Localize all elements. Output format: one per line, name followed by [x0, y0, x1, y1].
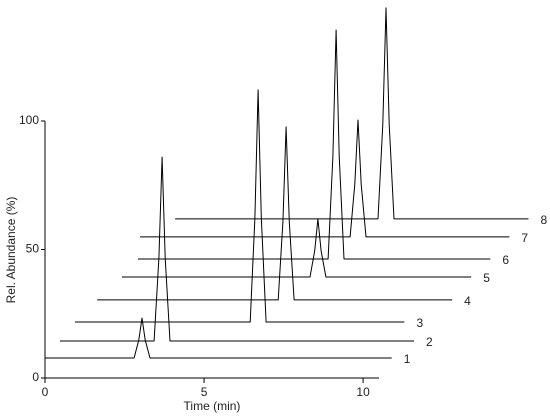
trace [140, 119, 510, 238]
trace-label: 3 [416, 316, 423, 330]
trace-label: 5 [483, 271, 490, 285]
y-tick-label: 0 [32, 370, 39, 384]
trace-label: 7 [521, 231, 528, 245]
y-tick-label: 100 [19, 113, 39, 127]
y-tick-label: 50 [26, 242, 40, 256]
trace [74, 89, 405, 323]
trace-label: 2 [426, 335, 433, 349]
trace-label: 8 [541, 213, 548, 227]
trace-label: 6 [502, 253, 509, 267]
trace [122, 218, 472, 278]
trace [97, 126, 453, 301]
trace-label: 4 [464, 294, 471, 308]
x-tick-label: 10 [356, 385, 370, 399]
x-axis-label: Time (min) [184, 399, 241, 413]
x-tick-label: 0 [42, 385, 49, 399]
trace-label: 1 [404, 352, 411, 366]
trace [137, 29, 491, 260]
x-tick-label: 5 [201, 385, 208, 399]
trace [60, 156, 414, 342]
trace [45, 317, 392, 359]
trace [175, 7, 529, 220]
y-axis-label: Rel. Abundance (%) [4, 197, 18, 304]
